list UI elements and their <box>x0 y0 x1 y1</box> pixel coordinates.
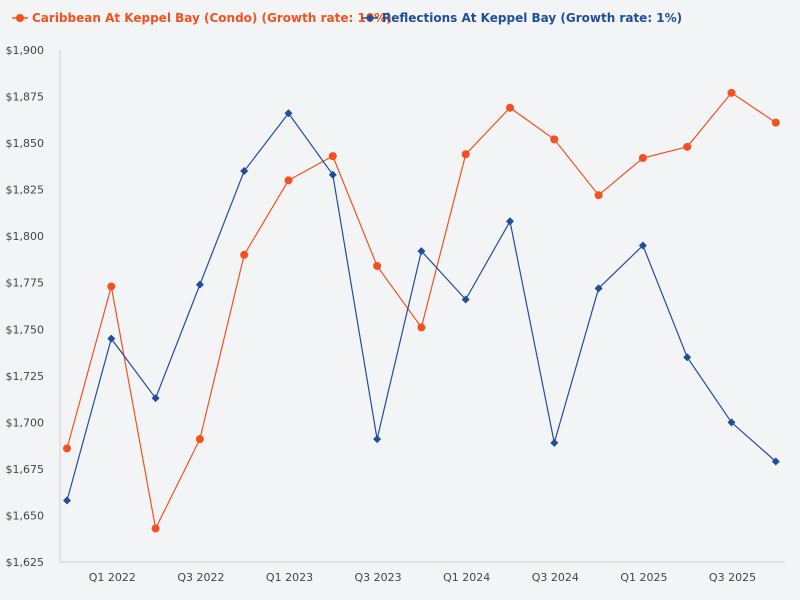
data-point[interactable] <box>107 282 116 291</box>
series-layer <box>63 88 780 533</box>
y-tick-label: $1,750 <box>6 323 45 336</box>
data-point[interactable] <box>638 241 647 250</box>
x-tick-label: Q3 2025 <box>709 571 756 584</box>
data-point[interactable] <box>240 250 249 259</box>
data-point[interactable] <box>727 418 736 427</box>
data-point[interactable] <box>683 353 692 362</box>
x-tick-label: Q3 2022 <box>177 571 224 584</box>
x-tick-label: Q1 2023 <box>266 571 313 584</box>
data-point[interactable] <box>151 394 160 403</box>
legend-marker <box>16 14 24 22</box>
x-tick-label: Q1 2024 <box>443 571 490 584</box>
y-tick-label: $1,675 <box>6 463 45 476</box>
data-point[interactable] <box>240 167 249 176</box>
data-point[interactable] <box>417 247 426 256</box>
legend-label: Reflections At Keppel Bay (Growth rate: … <box>382 11 682 25</box>
data-point[interactable] <box>638 153 647 162</box>
series-line <box>66 112 777 501</box>
series-line <box>66 91 777 531</box>
data-point[interactable] <box>727 88 736 97</box>
data-point[interactable] <box>506 103 514 112</box>
y-tick-label: $1,700 <box>6 416 45 429</box>
axes: $1,625 $1,650 $1,675 $1,700 $1,725 $1,750 $1,7… <box>6 44 785 584</box>
data-point[interactable] <box>461 150 470 159</box>
data-point[interactable] <box>284 109 293 118</box>
y-tick-label: $1,850 <box>6 137 45 150</box>
y-tick-label: $1,625 <box>6 556 45 569</box>
x-tick-label: Q3 2023 <box>355 571 402 584</box>
data-point[interactable] <box>417 323 426 332</box>
x-tick-label: Q3 2024 <box>532 571 579 584</box>
data-point[interactable] <box>594 191 603 200</box>
data-point[interactable] <box>328 170 337 179</box>
y-tick-label: $1,650 <box>6 509 45 522</box>
data-point[interactable] <box>550 135 559 144</box>
y-tick-label: $1,875 <box>6 91 45 104</box>
data-point[interactable] <box>683 142 692 151</box>
data-point[interactable] <box>373 435 382 444</box>
data-point[interactable] <box>771 118 780 127</box>
data-point[interactable] <box>550 438 559 447</box>
y-tick-label: $1,900 <box>6 44 45 57</box>
data-point[interactable] <box>373 261 382 270</box>
legend-item-2[interactable]: Reflections At Keppel Bay (Growth rate: … <box>362 11 682 25</box>
data-point[interactable] <box>63 496 71 505</box>
legend-marker <box>366 14 374 22</box>
data-point[interactable] <box>195 280 204 289</box>
data-point[interactable] <box>63 444 71 453</box>
series-1 <box>63 88 780 533</box>
data-point[interactable] <box>151 524 160 533</box>
legend-item-1[interactable]: Caribbean At Keppel Bay (Condo) (Growth … <box>12 11 392 25</box>
y-tick-label: $1,775 <box>6 277 45 290</box>
y-tick-label: $1,825 <box>6 184 45 197</box>
y-tick-label: $1,725 <box>6 370 45 383</box>
data-point[interactable] <box>771 457 780 466</box>
y-tick-label: $1,800 <box>6 230 45 243</box>
x-tick-label: Q1 2022 <box>89 571 136 584</box>
data-point[interactable] <box>107 334 116 343</box>
legend: Caribbean At Keppel Bay (Condo) (Growth … <box>12 11 682 25</box>
data-point[interactable] <box>461 295 470 304</box>
data-point[interactable] <box>594 284 603 293</box>
data-point[interactable] <box>506 217 514 226</box>
data-point[interactable] <box>328 152 337 161</box>
x-tick-label: Q1 2025 <box>620 571 667 584</box>
data-point[interactable] <box>195 435 204 444</box>
data-point[interactable] <box>284 176 293 185</box>
series-2 <box>63 109 780 505</box>
legend-label: Caribbean At Keppel Bay (Condo) (Growth … <box>32 11 392 25</box>
